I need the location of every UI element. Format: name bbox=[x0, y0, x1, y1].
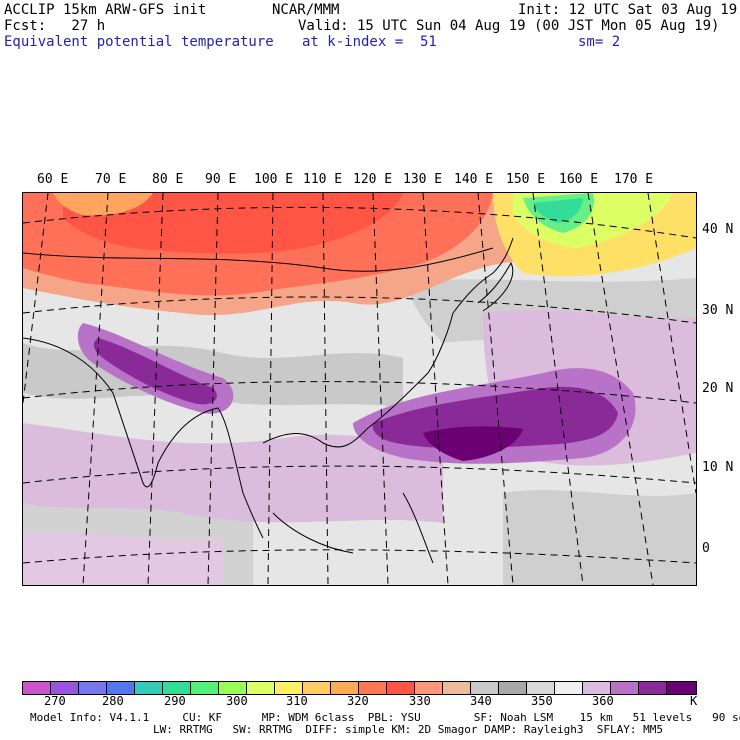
model-info-line1: Model Info: V4.1.1 CU: KF MP: WDM 6class… bbox=[30, 711, 740, 724]
lat-label: 10 N bbox=[702, 460, 734, 475]
colorbar-swatch bbox=[275, 682, 303, 694]
colorbar-swatch bbox=[107, 682, 135, 694]
colorbar-swatch bbox=[163, 682, 191, 694]
colorbar-tick: 310 bbox=[286, 694, 308, 708]
level-index: at k-index = 51 bbox=[302, 34, 437, 50]
colorbar-tick: 320 bbox=[347, 694, 369, 708]
init-time: Init: 12 UTC Sat 03 Aug 19 bbox=[518, 2, 738, 18]
colorbar-tick: 270 bbox=[44, 694, 66, 708]
colorbar-unit: K bbox=[690, 694, 698, 708]
lon-label: 100 E bbox=[254, 172, 294, 187]
colorbar-swatch bbox=[135, 682, 163, 694]
theta-e-field bbox=[23, 193, 696, 585]
colorbar-swatch bbox=[639, 682, 667, 694]
lon-label: 150 E bbox=[506, 172, 546, 187]
lon-label: 120 E bbox=[353, 172, 393, 187]
colorbar-swatch bbox=[247, 682, 275, 694]
colorbar-tick: 350 bbox=[531, 694, 553, 708]
colorbar-swatch bbox=[359, 682, 387, 694]
colorbar-swatch bbox=[219, 682, 247, 694]
lat-label: 40 N bbox=[702, 222, 734, 237]
colorbar-swatch bbox=[191, 682, 219, 694]
colorbar-swatch bbox=[527, 682, 555, 694]
lon-label: 110 E bbox=[303, 172, 343, 187]
colorbar-tick: 330 bbox=[409, 694, 431, 708]
colorbar-swatch bbox=[611, 682, 639, 694]
colorbar-tick: 290 bbox=[164, 694, 186, 708]
colorbar-swatch bbox=[499, 682, 527, 694]
lon-label: 90 E bbox=[205, 172, 237, 187]
smoothing-label: sm= 2 bbox=[578, 34, 621, 50]
colorbar bbox=[22, 681, 697, 695]
colorbar-swatch bbox=[23, 682, 51, 694]
colorbar-swatch bbox=[415, 682, 443, 694]
colorbar-swatch bbox=[443, 682, 471, 694]
lon-label: 140 E bbox=[454, 172, 494, 187]
model-info-line2: LW: RRTMG SW: RRTMG DIFF: simple KM: 2D … bbox=[153, 723, 663, 736]
colorbar-swatch bbox=[583, 682, 611, 694]
colorbar-swatch bbox=[303, 682, 331, 694]
colorbar-swatch bbox=[667, 682, 696, 694]
colorbar-swatch bbox=[471, 682, 499, 694]
colorbar-tick: 360 bbox=[592, 694, 614, 708]
forecast-hour: Fcst: 27 h bbox=[4, 18, 106, 34]
lat-label: 0 bbox=[702, 541, 710, 556]
lat-label: 30 N bbox=[702, 303, 734, 318]
colorbar-swatch bbox=[51, 682, 79, 694]
colorbar-tick: 280 bbox=[102, 694, 124, 708]
colorbar-swatch bbox=[555, 682, 583, 694]
lon-label: 60 E bbox=[37, 172, 69, 187]
colorbar-swatch bbox=[79, 682, 107, 694]
colorbar-swatch bbox=[331, 682, 359, 694]
lon-label: 130 E bbox=[403, 172, 443, 187]
model-title: ACCLIP 15km ARW-GFS init bbox=[4, 2, 207, 18]
colorbar-swatch bbox=[387, 682, 415, 694]
map-panel bbox=[22, 192, 697, 586]
field-name: Equivalent potential temperature bbox=[4, 34, 274, 50]
org-label: NCAR/MMM bbox=[272, 2, 340, 18]
lon-label: 170 E bbox=[614, 172, 654, 187]
lon-label: 70 E bbox=[95, 172, 127, 187]
colorbar-tick: 340 bbox=[470, 694, 492, 708]
lon-label: 80 E bbox=[152, 172, 184, 187]
lat-label: 20 N bbox=[702, 381, 734, 396]
lon-label: 160 E bbox=[559, 172, 599, 187]
valid-time: Valid: 15 UTC Sun 04 Aug 19 (00 JST Mon … bbox=[298, 18, 720, 34]
colorbar-tick: 300 bbox=[226, 694, 248, 708]
